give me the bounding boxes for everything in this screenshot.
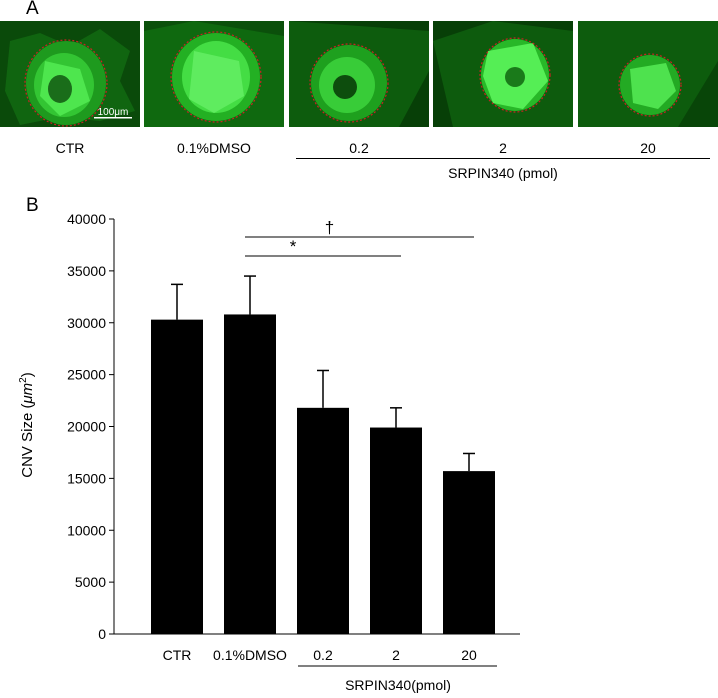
image-label-ctr: CTR xyxy=(55,140,85,156)
scale-bar-label: 100μm xyxy=(98,107,129,118)
significance-symbol: † xyxy=(325,218,334,237)
bar xyxy=(151,319,203,634)
y-tick-label: 25000 xyxy=(67,367,106,383)
y-tick-label: 30000 xyxy=(67,315,106,331)
micrograph-0-2 xyxy=(289,21,429,127)
image-label-dmso: 0.1%DMSO xyxy=(177,140,251,156)
x-tick-label: CTR xyxy=(163,647,192,663)
axis-layer: 0 5000 10000 15000 20000 25000 30000 35000 40000… xyxy=(67,211,520,663)
x-tick-label: 0.1%DMSO xyxy=(213,647,287,663)
bar xyxy=(297,407,349,634)
y-tick-label: 0 xyxy=(98,626,106,642)
bar xyxy=(224,314,276,634)
image-label-0-2: 0.2 xyxy=(349,140,369,156)
scale-bar-line xyxy=(94,117,132,119)
y-tick-label: 15000 xyxy=(67,470,106,486)
panel-b-letter: B xyxy=(26,195,39,216)
group-label-b: SRPIN340(pmol) xyxy=(345,677,451,693)
micrograph-dmso xyxy=(144,21,284,127)
bars-layer xyxy=(151,275,495,634)
x-tick-label: 20 xyxy=(461,647,477,663)
group-line-a xyxy=(296,158,710,159)
image-label-2: 2 xyxy=(499,140,507,156)
panel-a-letter: A xyxy=(26,0,39,19)
image-label-20: 20 xyxy=(640,140,656,156)
bar xyxy=(370,427,422,634)
y-tick-label: 40000 xyxy=(67,211,106,227)
y-tick-label: 5000 xyxy=(75,574,106,590)
bar xyxy=(443,471,495,634)
x-tick-label: 0.2 xyxy=(313,647,333,663)
significance-layer: †* xyxy=(245,218,474,257)
y-tick-label: 35000 xyxy=(67,263,106,279)
y-tick-label: 10000 xyxy=(67,522,106,538)
x-tick-label: 2 xyxy=(392,647,400,663)
micrograph-20 xyxy=(578,21,718,127)
micrograph-ctr: 100μm xyxy=(0,21,140,127)
group-label-a: SRPIN340 (pmol) xyxy=(448,165,558,181)
y-tick-label: 20000 xyxy=(67,419,106,435)
micrograph-2 xyxy=(433,21,573,127)
significance-symbol: * xyxy=(290,237,297,256)
y-axis-label: CNV Size (μm2) xyxy=(18,372,36,477)
